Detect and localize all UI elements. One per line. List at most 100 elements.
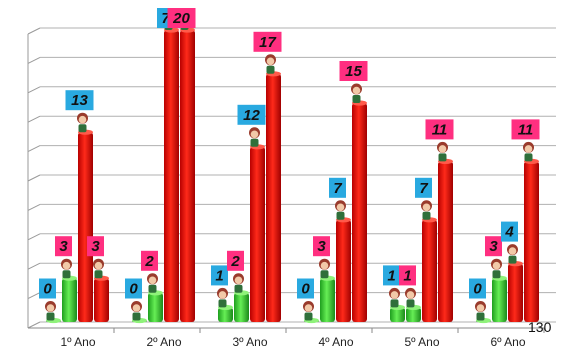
data-label-box <box>415 177 432 198</box>
person-icon-face <box>46 304 55 312</box>
person-icon-face <box>148 276 157 285</box>
person-icon-face <box>390 291 399 299</box>
gridlines <box>27 27 556 333</box>
gridline-slant <box>27 56 41 64</box>
data-label: 4 <box>504 224 514 241</box>
bar <box>352 103 367 322</box>
category-label: 3º Ano <box>232 335 267 349</box>
bar <box>62 278 77 322</box>
person-icon-body <box>250 138 259 147</box>
data-label-box <box>383 265 400 286</box>
person-icon <box>389 287 400 308</box>
person-icon <box>249 127 260 147</box>
person-icon-face <box>94 261 103 270</box>
bar <box>218 307 233 322</box>
person-icon <box>405 287 416 308</box>
person-icon-body <box>422 211 431 220</box>
person-icon-face <box>62 261 71 270</box>
person-icon <box>77 112 88 133</box>
data-label-box <box>55 236 72 257</box>
bar <box>148 292 163 322</box>
person-icon <box>351 83 362 103</box>
person-icon-face <box>492 261 501 270</box>
person-icon-body <box>78 124 87 133</box>
gridline-slant <box>27 145 41 153</box>
gridline-slant <box>27 262 41 270</box>
data-label-box <box>399 265 416 286</box>
person-icon <box>421 200 432 220</box>
bar <box>508 263 523 322</box>
data-label-box <box>211 265 228 286</box>
data-label: 11 <box>432 121 448 138</box>
person-icon-body <box>234 284 243 293</box>
person-icon-body <box>492 270 501 279</box>
data-label: 3 <box>91 238 100 255</box>
person-icon <box>303 301 314 321</box>
person-icon-face <box>508 247 517 255</box>
data-label-box <box>339 61 368 81</box>
person-icon-face <box>304 304 313 312</box>
data-label: 0 <box>473 281 482 298</box>
person-icon-face <box>78 115 87 124</box>
person-icon <box>265 54 276 74</box>
person-icon-face <box>218 291 227 299</box>
data-label-box <box>237 104 266 125</box>
category-label: 1º Ano <box>60 335 95 349</box>
data-label-box <box>141 250 158 271</box>
bar <box>438 161 453 322</box>
person-icon <box>217 287 228 308</box>
gridline-slant <box>27 292 41 300</box>
person-icon-body <box>352 95 361 103</box>
data-label: 2 <box>144 253 154 270</box>
data-label: 1 <box>403 267 411 284</box>
person-icon-face <box>476 304 485 312</box>
person-icon-face <box>320 261 329 270</box>
person-icon <box>93 258 104 279</box>
person-icon-body <box>406 299 415 308</box>
person-icon-face <box>336 203 345 212</box>
bar <box>492 278 507 322</box>
data-label: 1 <box>387 267 395 284</box>
person-icon-face <box>234 276 243 285</box>
data-label: 7 <box>161 10 170 27</box>
data-label-box <box>125 278 142 299</box>
data-label-box <box>87 236 104 257</box>
data-label-box <box>501 221 518 242</box>
data-label: 0 <box>43 281 52 298</box>
data-label: 7 <box>333 180 342 197</box>
data-label: 20 <box>172 10 190 27</box>
person-icon-face <box>438 145 447 153</box>
person-icon-face <box>406 291 415 299</box>
person-icon-body <box>46 312 55 321</box>
bar <box>180 30 195 322</box>
gridline-slant <box>27 27 41 35</box>
person-icon-face <box>132 304 141 312</box>
data-label: 3 <box>317 238 326 255</box>
data-label-box <box>297 278 314 299</box>
data-label-box <box>511 119 540 140</box>
person-icon-body <box>476 312 485 321</box>
person-icon-body <box>524 153 533 162</box>
data-label: 13 <box>71 92 88 109</box>
data-label: 2 <box>230 253 240 270</box>
bar <box>320 278 335 322</box>
data-label: 0 <box>129 281 138 298</box>
data-label: 12 <box>243 107 260 124</box>
person-icon-body <box>390 299 399 308</box>
person-icon-body <box>438 153 447 162</box>
person-icon <box>437 141 448 162</box>
category-label: 4º Ano <box>318 335 353 349</box>
gridline-slant <box>27 203 41 211</box>
person-icon-body <box>320 270 329 279</box>
bar <box>94 278 109 322</box>
bar <box>406 307 421 322</box>
person-icon-body <box>148 284 157 293</box>
data-label-box <box>253 31 282 52</box>
person-icon-body <box>62 270 71 279</box>
data-label-box <box>227 250 244 271</box>
person-icon-face <box>266 57 275 66</box>
bar <box>250 146 265 322</box>
category-label: 5º Ano <box>404 335 439 349</box>
